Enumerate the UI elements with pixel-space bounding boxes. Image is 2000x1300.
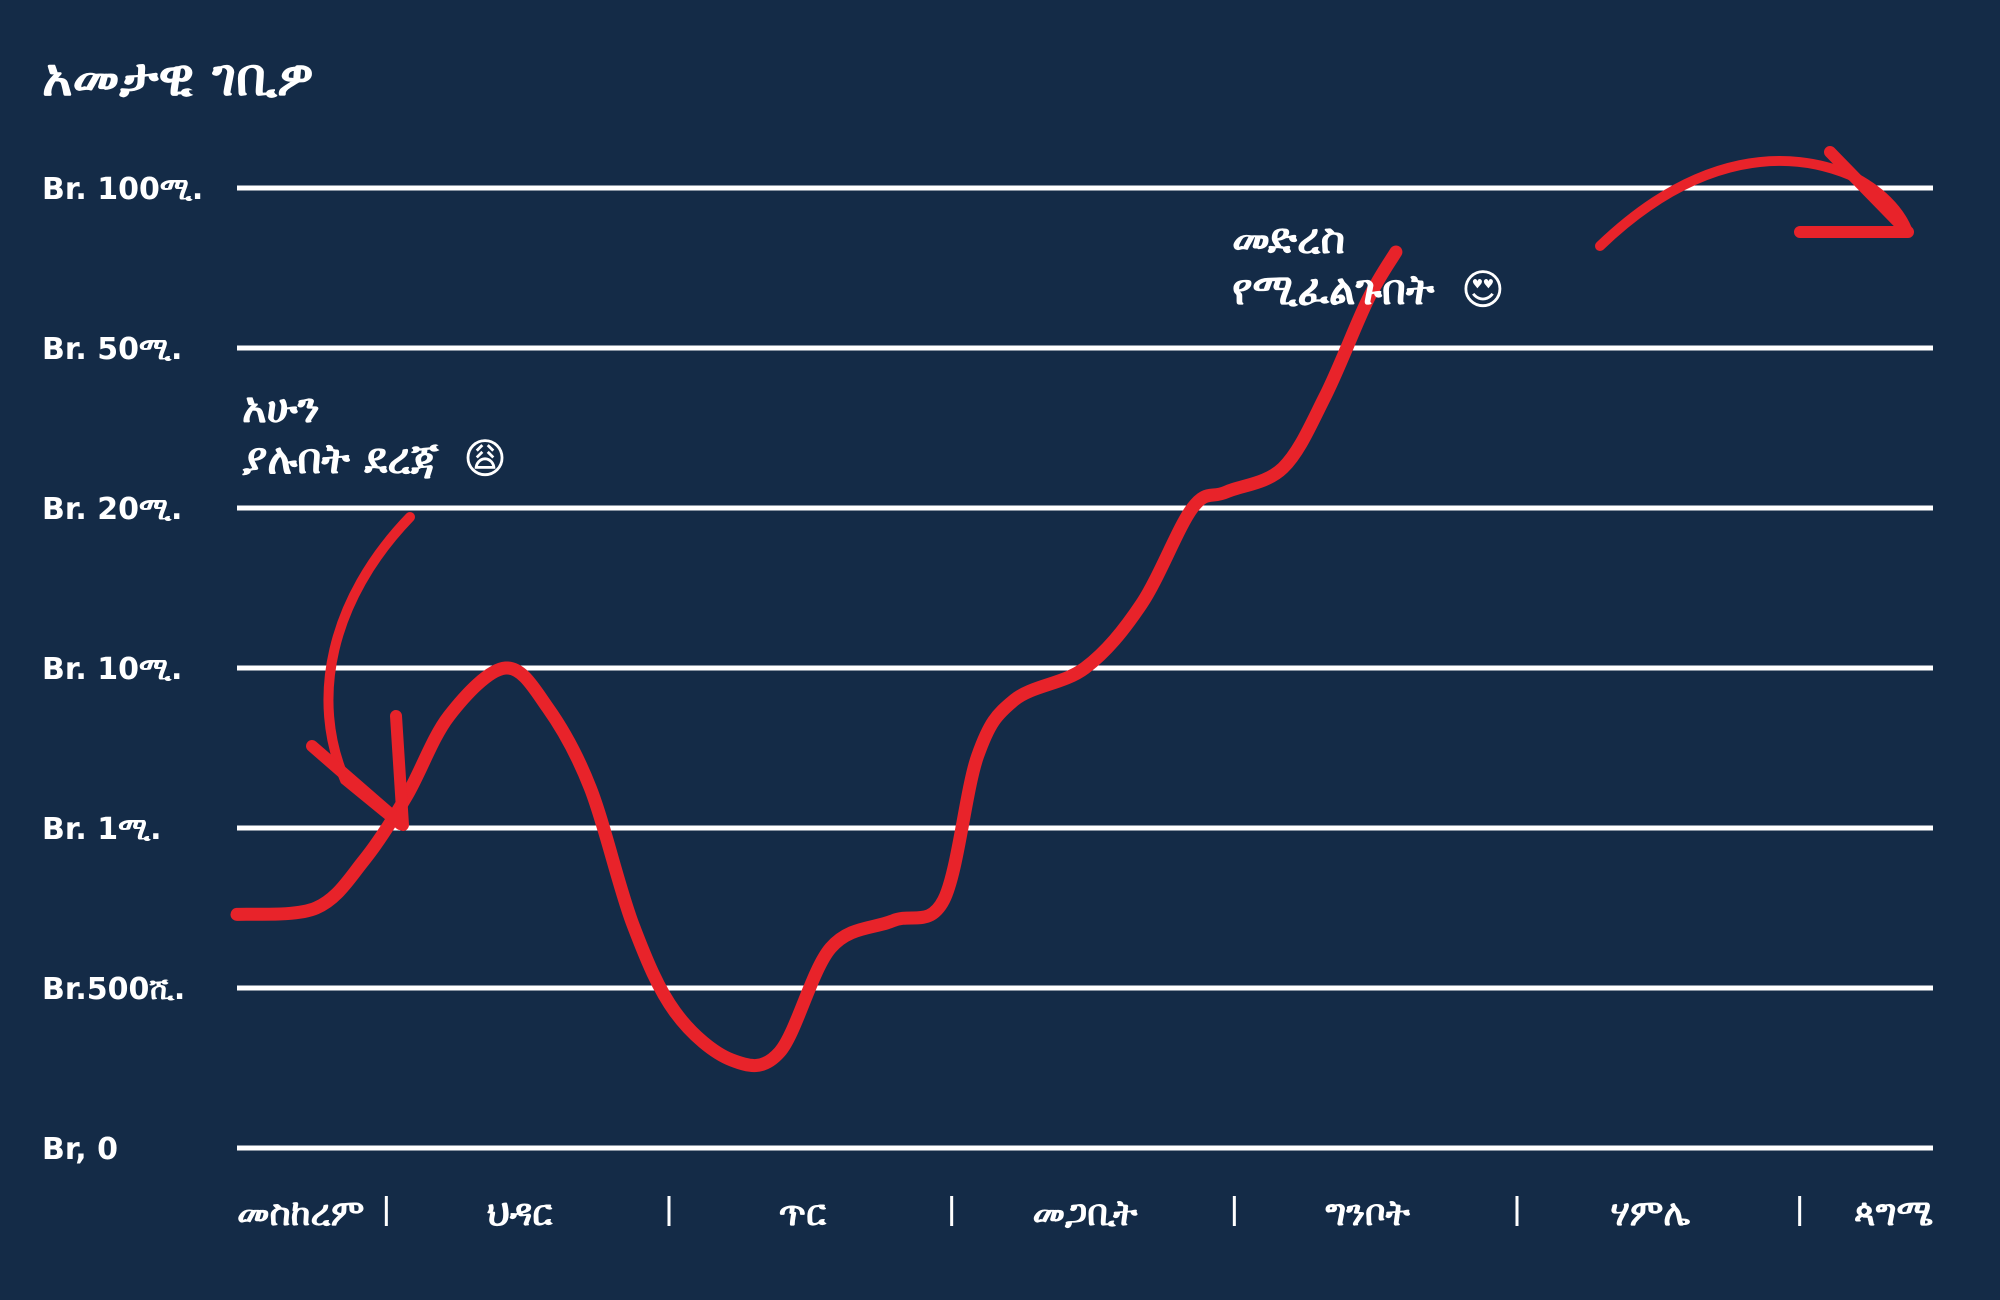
y-tick-label: Br. 50ሚ. (42, 332, 182, 367)
x-tick-label: ጳግሜ (1854, 1193, 1933, 1234)
y-tick-label: Br. 10ሚ. (42, 652, 182, 687)
x-axis-ticks: መስከረም ህዳር ጥር መጋቢት ግንቦት ሃምሌ ጳግሜ (237, 1193, 1933, 1234)
arrowhead-right-icon (1794, 146, 1914, 238)
x-tick-label: ህዳር (487, 1193, 553, 1234)
tired-face-icon: 😩 (463, 434, 507, 483)
annotation-current: አሁን ያሉበት ደረጃ 😩 (242, 383, 507, 831)
x-tick-label: መስከረም (237, 1193, 364, 1234)
annotation-target: መድረስ የሚፈልጉበት 😍 (1232, 146, 1914, 314)
arrow-right-icon (1595, 155, 1913, 251)
series-line (230, 245, 1403, 1073)
y-tick-label: Br. 1ሚ. (42, 812, 162, 847)
y-tick-label: Br.500ሺ. (42, 972, 185, 1007)
svg-text:ያሉበት ደረጃ 😩: ያሉበት ደረጃ 😩 (242, 434, 507, 483)
x-tick-label: ግንቦት (1325, 1193, 1410, 1234)
annotation-current-line2: ያሉበት ደረጃ (242, 434, 440, 483)
x-tick-label: ሃምሌ (1611, 1193, 1691, 1234)
x-tick-label: ጥር (779, 1193, 827, 1234)
svg-text:የሚፈልጉበት 😍: የሚፈልጉበት 😍 (1232, 265, 1505, 314)
y-tick-label: Br. 100ሚ. (42, 172, 203, 207)
y-tick-label: Br, 0 (42, 1132, 118, 1167)
annotation-target-line1: መድረስ (1232, 214, 1345, 263)
arrow-down-icon (323, 512, 415, 830)
arrowhead-down-icon (306, 710, 409, 831)
chart-title: አመታዊ ገቢዎ (42, 48, 314, 108)
annotation-target-line2: የሚፈልጉበት (1232, 265, 1435, 314)
y-tick-label: Br. 20ሚ. (42, 492, 182, 527)
annotation-current-line1: አሁን (242, 383, 320, 432)
heart-eyes-icon: 😍 (1461, 265, 1505, 314)
y-axis-ticks: Br, 0 Br.500ሺ. Br. 1ሚ. Br. 10ሚ. Br. 20ሚ. Br. … (42, 172, 203, 1167)
x-tick-label: መጋቢት (1033, 1193, 1139, 1234)
